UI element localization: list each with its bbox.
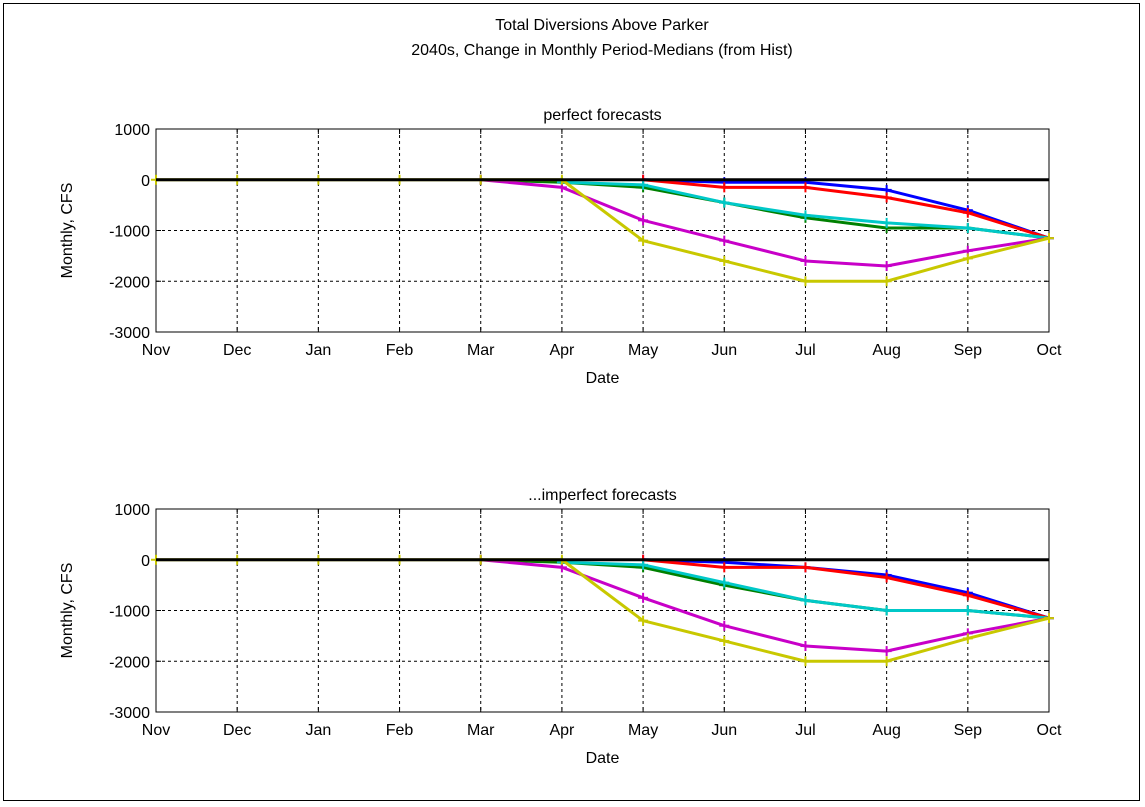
- x-tick-label: Feb: [386, 722, 414, 739]
- series-1-point: [719, 182, 730, 193]
- series-3-point: [800, 210, 811, 221]
- x-tick-label: May: [628, 722, 658, 739]
- series-3-point: [962, 222, 973, 233]
- x-tick-label: Oct: [1037, 722, 1062, 739]
- x-tick-label: Jun: [711, 722, 737, 739]
- series-1-point: [881, 192, 892, 203]
- series-1-point: [719, 562, 730, 573]
- series-3-point: [638, 559, 649, 570]
- x-tick-label: Aug: [872, 722, 900, 739]
- series-4-point: [881, 646, 892, 657]
- axes-perfect-forecasts: perfect forecasts Nov Dec Jan Feb Mar Apr May Ju…: [59, 107, 1062, 387]
- series-4-point: [800, 641, 811, 652]
- x-tick-label: Feb: [386, 342, 414, 359]
- figure-title-line-1: Total Diversions Above Parker: [495, 17, 709, 34]
- series-5-point: [1044, 613, 1054, 624]
- y-tick-label: -2000: [109, 654, 150, 671]
- y-tick-label: -2000: [109, 274, 150, 291]
- y-axis-label: Monthly, CFS: [59, 563, 76, 659]
- series-3-point: [638, 179, 649, 190]
- series-4-point: [719, 620, 730, 631]
- series-1-point: [881, 572, 892, 583]
- series-1-point: [800, 562, 811, 573]
- series-5-point: [719, 255, 730, 266]
- series-5-point: [1044, 233, 1054, 244]
- series-3-point: [962, 605, 973, 616]
- y-tick-label: 0: [141, 553, 150, 570]
- y-tick-label: -3000: [109, 325, 150, 342]
- series-1-point: [962, 207, 973, 218]
- series-4-point: [638, 592, 649, 603]
- series-line-0: [643, 558, 1050, 620]
- series-5-point: [962, 253, 973, 264]
- x-tick-label: Jul: [795, 722, 815, 739]
- series-3-point: [881, 605, 892, 616]
- x-tick-label: Nov: [142, 342, 170, 359]
- series-1-point: [962, 590, 973, 601]
- figure-frame: Total Diversions Above Parker 2040s, Cha…: [3, 3, 1140, 801]
- x-tick-label: Jan: [305, 722, 331, 739]
- series-3-point: [719, 577, 730, 588]
- x-tick-label: Jun: [711, 342, 737, 359]
- y-axis-label: Monthly, CFS: [59, 183, 76, 279]
- series-1-point: [800, 182, 811, 193]
- figure-canvas: Total Diversions Above Parker 2040s, Cha…: [59, 17, 1062, 767]
- series-5-point: [881, 656, 892, 667]
- series-5-point: [719, 635, 730, 646]
- y-tick-label: 1000: [114, 502, 150, 519]
- series-5-point: [881, 276, 892, 287]
- x-tick-label: Jan: [305, 342, 331, 359]
- series-3-point: [719, 197, 730, 208]
- series-line-1: [642, 558, 1050, 620]
- x-tick-label: Apr: [549, 342, 575, 359]
- series-line-4: [480, 178, 1050, 268]
- x-tick-label: Dec: [223, 722, 251, 739]
- x-tick-label: Apr: [549, 722, 575, 739]
- series-line-0: [643, 178, 1050, 240]
- subplot-title: perfect forecasts: [543, 107, 661, 124]
- x-axis-label: Date: [586, 750, 620, 767]
- x-axis-label: Date: [586, 370, 620, 387]
- x-tick-label: Sep: [954, 722, 983, 739]
- y-tick-label: 1000: [114, 122, 150, 139]
- x-tick-label: May: [628, 342, 658, 359]
- series-5-point: [962, 633, 973, 644]
- series-line-4: [480, 558, 1050, 653]
- series-4-point: [719, 235, 730, 246]
- x-tick-label: Sep: [954, 342, 983, 359]
- series-4-point: [638, 215, 649, 226]
- x-tick-label: Mar: [467, 722, 495, 739]
- series-5-point: [638, 615, 649, 626]
- x-tick-label: Jul: [795, 342, 815, 359]
- series-line-1: [642, 178, 1050, 240]
- x-tick-label: Aug: [872, 342, 900, 359]
- series-5-point: [800, 276, 811, 287]
- axes-imperfect-forecasts: ...imperfect forecasts Nov Dec Jan Feb Mar Apr…: [59, 487, 1062, 767]
- figure-title-line-2: 2040s, Change in Monthly Period-Medians …: [411, 42, 793, 59]
- x-tick-label: Nov: [142, 722, 170, 739]
- series-3-point: [800, 595, 811, 606]
- series-3-point: [881, 217, 892, 228]
- y-tick-label: -1000: [109, 604, 150, 621]
- y-tick-label: -3000: [109, 705, 150, 722]
- series-5-point: [638, 235, 649, 246]
- subplot-title: ...imperfect forecasts: [528, 487, 677, 504]
- series-4-point: [881, 261, 892, 272]
- y-tick-label: -1000: [109, 224, 150, 241]
- series-4-point: [800, 255, 811, 266]
- y-tick-label: 0: [141, 173, 150, 190]
- x-tick-label: Oct: [1037, 342, 1062, 359]
- x-tick-label: Dec: [223, 342, 251, 359]
- x-tick-label: Mar: [467, 342, 495, 359]
- series-5-point: [800, 656, 811, 667]
